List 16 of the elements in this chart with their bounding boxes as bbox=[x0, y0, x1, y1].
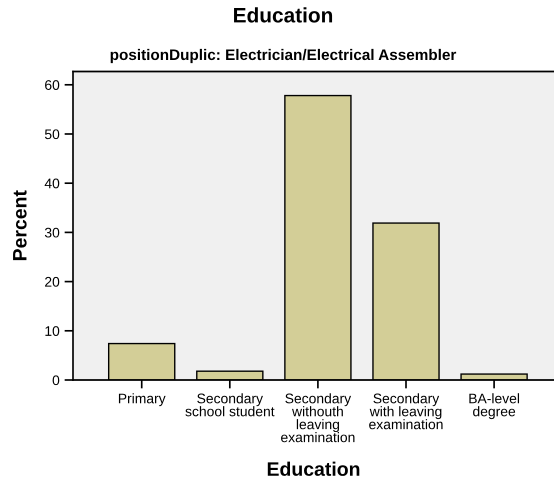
y-tick-label: 60 bbox=[45, 80, 60, 90]
y-tick-label: 30 bbox=[44, 228, 60, 238]
y-tick-label: 10 bbox=[45, 326, 60, 336]
y-tick-label: 0 bbox=[52, 375, 60, 386]
chart-title: Education bbox=[234, 7, 332, 23]
x-tick-label: Secondary with leaving examination bbox=[369, 393, 443, 430]
x-axis-title: Education bbox=[268, 462, 360, 476]
y-axis-title: Percent bbox=[13, 190, 27, 260]
x-tick-label: Primary bbox=[118, 393, 166, 406]
y-tick-label: 50 bbox=[44, 129, 60, 140]
x-tick-label: Secondary withouth leaving examination bbox=[281, 393, 354, 442]
x-tick-label: BA-level degree bbox=[469, 393, 520, 420]
chart-subtitle: positionDuplic: Electrician/Electrical Assembler bbox=[110, 48, 456, 64]
x-tick-label: Secondary school student bbox=[185, 393, 274, 416]
y-tick-label: 40 bbox=[44, 178, 60, 188]
y-tick-label: 20 bbox=[45, 276, 60, 287]
